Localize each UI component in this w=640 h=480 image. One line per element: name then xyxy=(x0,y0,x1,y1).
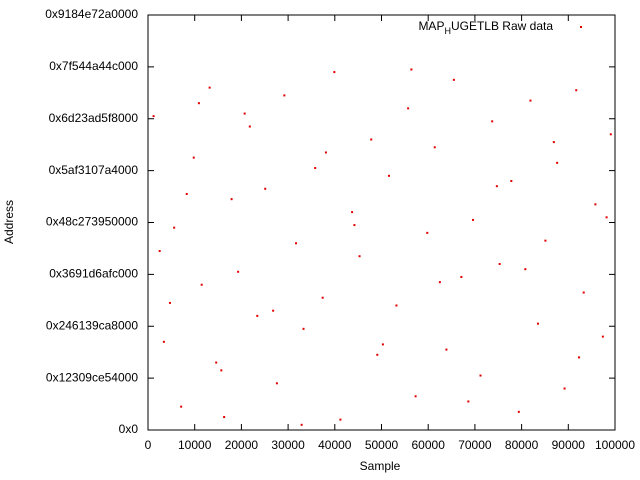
point xyxy=(582,291,585,294)
y-tick-label: 0x7f544a44c000 xyxy=(49,59,138,73)
y-tick-label: 0x48c273950000 xyxy=(46,215,138,229)
legend-label: MAPHUGETLB Raw data xyxy=(418,19,553,36)
point xyxy=(200,283,203,286)
point xyxy=(272,309,275,312)
point xyxy=(467,400,470,403)
point xyxy=(594,203,597,206)
x-tick-label: 10000 xyxy=(178,438,212,452)
point xyxy=(495,185,498,188)
point xyxy=(248,125,251,128)
x-tick-label: 0 xyxy=(145,438,152,452)
point xyxy=(395,304,398,307)
point xyxy=(407,107,410,110)
point xyxy=(491,120,494,123)
y-tick-label: 0x3691d6afc000 xyxy=(49,267,138,281)
point xyxy=(208,86,211,89)
x-tick-label: 80000 xyxy=(505,438,539,452)
point xyxy=(376,353,379,356)
point xyxy=(180,405,183,408)
point xyxy=(544,239,547,242)
point xyxy=(556,161,559,164)
point xyxy=(283,94,286,97)
y-tick-label: 0x6d23ad5f8000 xyxy=(49,111,139,125)
plot-border xyxy=(147,14,616,431)
point xyxy=(192,156,195,159)
y-tick-label: 0x246139ca8000 xyxy=(46,318,138,332)
point xyxy=(162,340,165,343)
point xyxy=(152,115,155,118)
y-axis-label: Address xyxy=(2,200,16,244)
point xyxy=(220,369,223,372)
point xyxy=(256,314,259,317)
x-tick-label: 70000 xyxy=(458,438,492,452)
x-tick-label: 100000 xyxy=(595,438,635,452)
point xyxy=(445,348,448,351)
legend-marker xyxy=(580,26,582,28)
point xyxy=(300,423,303,426)
point xyxy=(609,133,612,136)
point xyxy=(578,356,581,359)
point xyxy=(243,112,246,115)
point xyxy=(173,226,176,229)
x-tick-label: 30000 xyxy=(271,438,305,452)
point xyxy=(510,180,513,182)
point xyxy=(438,281,441,284)
point xyxy=(426,231,429,234)
point xyxy=(414,395,417,398)
point xyxy=(536,322,539,325)
point xyxy=(381,343,384,346)
point xyxy=(410,68,413,71)
x-axis-label: Sample xyxy=(360,459,401,473)
point xyxy=(185,192,188,195)
x-tick-label: 60000 xyxy=(412,438,446,452)
point xyxy=(358,255,361,258)
point xyxy=(370,138,373,141)
point xyxy=(339,418,342,421)
point xyxy=(333,71,336,74)
y-tick-label: 0x9184e72a0000 xyxy=(45,7,138,21)
point xyxy=(351,211,354,214)
point xyxy=(563,387,566,390)
point xyxy=(387,174,390,177)
point xyxy=(264,187,267,190)
point xyxy=(295,242,298,245)
point xyxy=(230,198,233,201)
point xyxy=(158,250,161,253)
point xyxy=(321,296,324,299)
point xyxy=(215,361,218,364)
point xyxy=(517,410,520,413)
point xyxy=(452,78,455,81)
point xyxy=(575,89,578,92)
y-tick-label: 0x12309ce54000 xyxy=(46,370,138,384)
point xyxy=(479,374,482,377)
y-tick-label: 0x0 xyxy=(119,422,139,436)
point xyxy=(197,102,200,105)
point xyxy=(237,270,240,273)
x-tick-label: 40000 xyxy=(318,438,352,452)
point xyxy=(302,327,305,330)
point xyxy=(498,263,501,265)
point xyxy=(168,301,171,304)
point xyxy=(529,99,532,102)
point xyxy=(605,216,608,219)
x-tick-label: 50000 xyxy=(365,438,399,452)
point xyxy=(433,146,436,149)
point xyxy=(472,218,475,221)
point xyxy=(601,335,604,338)
point xyxy=(314,167,317,170)
point xyxy=(223,416,226,419)
x-tick-label: 90000 xyxy=(552,438,586,452)
point xyxy=(324,151,327,154)
y-tick-label: 0x5af3107a4000 xyxy=(49,163,139,177)
point xyxy=(552,141,555,144)
x-tick-label: 20000 xyxy=(225,438,259,452)
point xyxy=(353,224,356,227)
point xyxy=(524,268,527,271)
point xyxy=(460,275,463,278)
point xyxy=(275,382,278,385)
